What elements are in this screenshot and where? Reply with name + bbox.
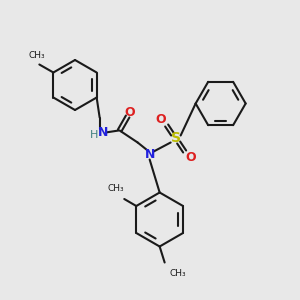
Text: N: N (145, 148, 155, 161)
Text: O: O (155, 113, 166, 126)
Text: O: O (124, 106, 135, 119)
Text: CH₃: CH₃ (28, 52, 45, 61)
Text: CH₃: CH₃ (108, 184, 124, 193)
Text: H: H (89, 130, 98, 140)
Text: CH₃: CH₃ (170, 268, 186, 278)
Text: S: S (171, 131, 181, 146)
Text: O: O (185, 151, 196, 164)
Text: N: N (98, 126, 108, 139)
